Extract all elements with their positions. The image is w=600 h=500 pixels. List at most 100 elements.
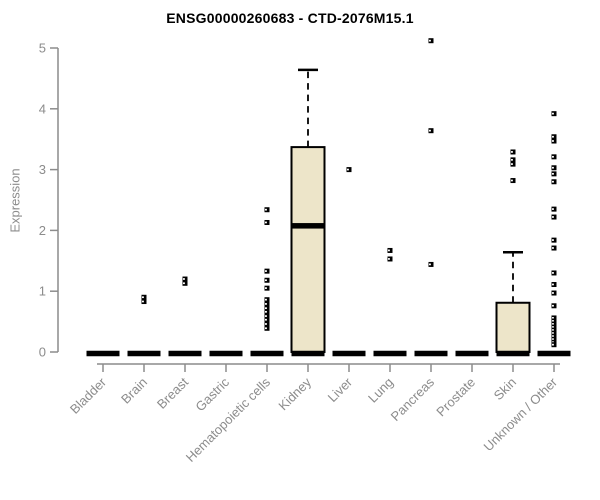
x-tick-label-brain: Brain xyxy=(118,375,150,407)
outlier-point-pip xyxy=(265,327,267,330)
outlier-point-pip xyxy=(552,304,554,307)
outlier-point-breast xyxy=(182,280,188,286)
outlier-point-pip xyxy=(511,151,513,153)
outlier-point-hematopoietic-cells xyxy=(264,301,270,307)
y-tick-label: 5 xyxy=(39,41,46,56)
outlier-point-pip xyxy=(552,140,554,142)
outlier-point-hematopoietic-cells xyxy=(264,297,270,303)
outlier-point-pip xyxy=(552,338,554,341)
box-lung-median-line xyxy=(373,350,407,357)
outlier-point-pip xyxy=(142,300,144,303)
y-tick-label: 0 xyxy=(39,345,46,360)
box-kidney-median-line xyxy=(291,223,325,229)
box-gastric-median-line xyxy=(209,350,243,357)
chart-title: ENSG00000260683 - CTD-2076M15.1 xyxy=(166,10,414,26)
outlier-point-unknown-other xyxy=(551,321,557,327)
outlier-point-skin xyxy=(510,161,516,167)
outlier-point-pip xyxy=(183,282,185,285)
outlier-point-skin xyxy=(510,157,516,163)
outlier-point-breast xyxy=(182,276,188,282)
outlier-point-pip xyxy=(265,303,267,305)
outlier-point-unknown-other xyxy=(551,237,557,243)
outlier-point-unknown-other xyxy=(551,245,557,251)
outlier-point-hematopoietic-cells xyxy=(264,309,270,315)
outlier-point-unknown-other xyxy=(551,138,557,144)
outlier-point-pip xyxy=(552,326,554,328)
box-breast-median-line xyxy=(168,350,202,357)
outlier-point-pip xyxy=(265,307,267,310)
outlier-point-pancreas xyxy=(428,261,434,267)
x-tick-label-skin: Skin xyxy=(491,375,519,403)
outlier-point-pip xyxy=(552,272,554,274)
x-tick-label-bladder: Bladder xyxy=(67,374,110,417)
box-pancreas-median-line xyxy=(414,350,448,357)
outlier-point-unknown-other xyxy=(551,324,557,330)
outlier-point-unknown-other xyxy=(551,333,557,339)
y-tick-label: 4 xyxy=(39,101,46,116)
x-tick-label-prostate: Prostate xyxy=(433,375,478,420)
outlier-point-unknown-other xyxy=(551,179,557,185)
outlier-point-hematopoietic-cells xyxy=(264,321,270,327)
outlier-point-pip xyxy=(265,208,267,211)
outlier-point-pip xyxy=(552,112,554,115)
outlier-point-unknown-other xyxy=(551,134,557,140)
x-tick-label-lung: Lung xyxy=(365,375,396,406)
x-tick-label-liver: Liver xyxy=(325,374,356,405)
x-tick-label-gastric: Gastric xyxy=(192,374,232,414)
outlier-point-unknown-other xyxy=(551,330,557,336)
outlier-point-pip xyxy=(552,320,554,322)
box-unknown-other-median-line xyxy=(537,350,571,357)
outlier-point-pip xyxy=(265,315,267,317)
outlier-point-skin xyxy=(510,149,516,155)
outlier-point-pip xyxy=(511,163,513,165)
box-brain-median-line xyxy=(127,350,161,357)
outlier-point-pip xyxy=(552,343,554,346)
outlier-point-pip xyxy=(552,332,554,334)
outlier-point-pip xyxy=(552,292,554,294)
x-tick-label-unknown-other: Unknown / Other xyxy=(481,374,561,454)
outlier-point-lung xyxy=(387,256,393,262)
outlier-point-unknown-other xyxy=(551,154,557,160)
outlier-point-unknown-other xyxy=(551,290,557,296)
box-bladder-median-line xyxy=(86,350,120,357)
outlier-point-unknown-other xyxy=(551,303,557,309)
box-liver-median-line xyxy=(332,350,366,357)
outlier-point-pip xyxy=(552,216,554,218)
outlier-point-pip xyxy=(142,296,144,299)
outlier-point-skin xyxy=(510,178,516,184)
outlier-point-unknown-other xyxy=(551,270,557,276)
outlier-point-pip xyxy=(552,180,554,183)
outlier-point-pip xyxy=(552,155,554,158)
outlier-point-pip xyxy=(552,208,554,210)
outlier-point-pip xyxy=(265,298,267,301)
outlier-point-pip xyxy=(265,221,267,224)
outlier-point-pip xyxy=(265,310,267,313)
y-tick-label: 1 xyxy=(39,284,46,299)
outlier-point-hematopoietic-cells xyxy=(264,285,270,291)
outlier-point-brain xyxy=(141,294,147,300)
x-tick-label-kidney: Kidney xyxy=(275,374,314,413)
x-tick-label-pancreas: Pancreas xyxy=(388,374,438,424)
outlier-point-unknown-other xyxy=(551,111,557,117)
outlier-point-pip xyxy=(511,179,513,182)
y-tick-label: 2 xyxy=(39,223,46,238)
outlier-point-unknown-other xyxy=(551,282,557,288)
outlier-point-pip xyxy=(265,318,267,321)
outlier-point-pip xyxy=(552,166,554,169)
box-skin-iqr xyxy=(495,301,531,354)
outlier-point-pip xyxy=(388,258,390,260)
outlier-point-pip xyxy=(552,172,554,175)
outlier-point-pip xyxy=(388,249,390,252)
outlier-point-pip xyxy=(552,135,554,138)
outlier-point-lung xyxy=(387,247,393,253)
outlier-point-unknown-other xyxy=(551,171,557,177)
outlier-point-pip xyxy=(265,270,267,272)
outlier-point-unknown-other xyxy=(551,165,557,171)
outlier-point-brain xyxy=(141,299,147,305)
outlier-point-unknown-other xyxy=(551,327,557,333)
outlier-point-pip xyxy=(265,279,267,282)
y-tick-label: 3 xyxy=(39,162,46,177)
x-tick-label-breast: Breast xyxy=(154,374,191,411)
